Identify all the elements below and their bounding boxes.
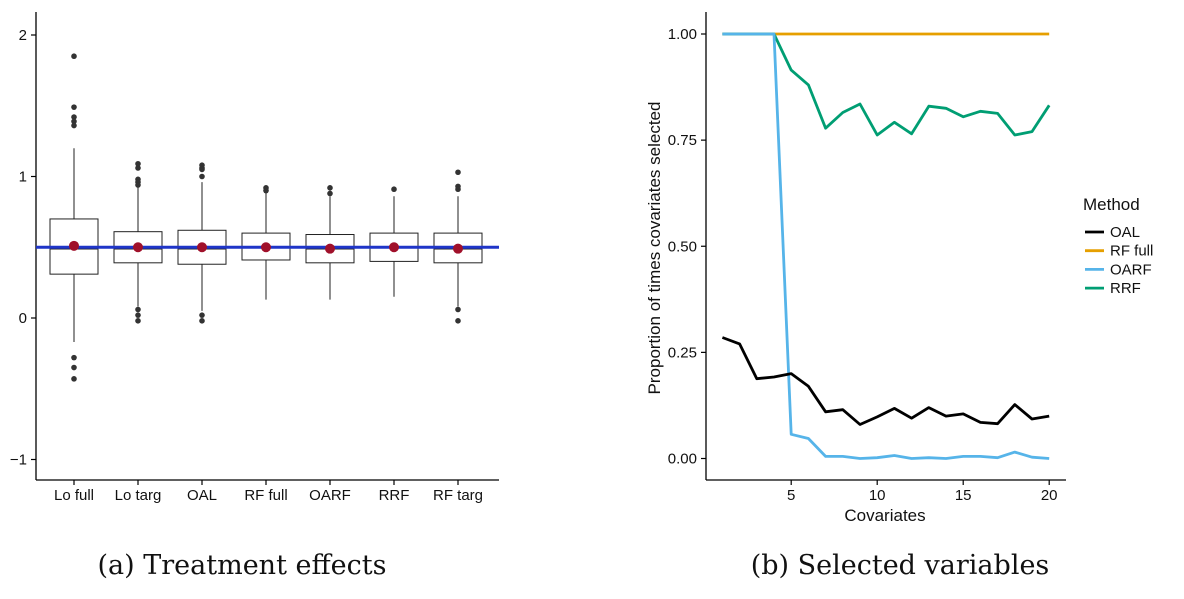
series-line-rrf bbox=[722, 32, 1051, 137]
outlier-point bbox=[135, 182, 141, 188]
outlier-point bbox=[455, 306, 461, 313]
outlier-point bbox=[263, 187, 269, 194]
x-tick-label-a: Lo targ bbox=[115, 487, 162, 504]
legend-title: Method bbox=[1083, 195, 1140, 214]
x-tick-label-a: RRF bbox=[379, 487, 410, 504]
outlier-point bbox=[391, 186, 397, 193]
outlier-point bbox=[199, 166, 205, 173]
y-tick-label-b: 0.50 bbox=[668, 238, 697, 255]
mean-marker bbox=[389, 242, 399, 253]
outlier-point bbox=[135, 160, 141, 167]
outlier-point bbox=[199, 312, 205, 318]
outlier-point bbox=[71, 104, 77, 110]
mean-marker bbox=[133, 242, 143, 253]
x-tick-label-a: Lo full bbox=[54, 487, 94, 504]
legend-label: OARF bbox=[1110, 261, 1152, 278]
outlier-point bbox=[135, 318, 141, 324]
y-tick-label-b: 1.00 bbox=[668, 26, 697, 43]
box-lo-full bbox=[49, 53, 99, 382]
outlier-point bbox=[71, 118, 77, 125]
y-tick-label-a: −1 bbox=[10, 452, 27, 469]
series-line-oarf bbox=[722, 32, 1050, 460]
series-line-oal bbox=[721, 336, 1050, 426]
outlier-point bbox=[455, 318, 461, 324]
outlier-point bbox=[71, 364, 77, 371]
mean-marker bbox=[325, 243, 335, 254]
outlier-point bbox=[455, 186, 461, 193]
x-tick-label-b: 10 bbox=[869, 487, 886, 504]
x-tick-label-a: OARF bbox=[309, 487, 351, 504]
x-tick-label-a: RF full bbox=[244, 487, 287, 504]
outlier-point bbox=[71, 354, 77, 361]
box-oarf bbox=[305, 185, 355, 300]
outlier-point bbox=[199, 173, 205, 180]
x-tick-label-b: 15 bbox=[955, 487, 972, 504]
y-tick-label-b: 0.00 bbox=[668, 451, 697, 468]
legend-label: OAL bbox=[1110, 224, 1140, 241]
x-tick-label-a: OAL bbox=[187, 487, 217, 504]
x-tick-label-b: 5 bbox=[787, 487, 795, 504]
y-tick-label-a: 1 bbox=[19, 169, 27, 186]
mean-marker bbox=[453, 243, 463, 254]
outlier-point bbox=[327, 185, 333, 191]
mean-marker bbox=[69, 240, 79, 251]
outlier-point bbox=[455, 169, 461, 176]
outlier-point bbox=[327, 190, 333, 197]
x-tick-label-a: RF targ bbox=[433, 487, 483, 504]
y-tick-label-a: 0 bbox=[19, 310, 27, 327]
caption-panel-b: (b) Selected variables bbox=[751, 550, 1050, 581]
outlier-point bbox=[71, 53, 77, 60]
outlier-point bbox=[199, 318, 205, 324]
outlier-point bbox=[135, 165, 141, 171]
y-axis-title: Proportion of times covariates selected bbox=[645, 102, 664, 395]
panel-a-treatment-effects: −1 0 1 2 Lo full Lo targ OAL RF full OARF RRF RF t… bbox=[10, 12, 499, 504]
outlier-point bbox=[71, 114, 77, 120]
legend-label: RRF bbox=[1110, 280, 1141, 297]
x-tick-label-b: 20 bbox=[1041, 487, 1058, 504]
y-tick-label-b: 0.75 bbox=[668, 132, 697, 149]
outlier-point bbox=[135, 306, 141, 313]
y-tick-label-b: 0.25 bbox=[668, 344, 697, 361]
outlier-point bbox=[71, 376, 77, 382]
outlier-point bbox=[71, 122, 77, 129]
mean-marker bbox=[197, 242, 207, 253]
x-axis-title: Covariates bbox=[844, 506, 925, 525]
caption-panel-a: (a) Treatment effects bbox=[98, 550, 387, 581]
y-tick-label-a: 2 bbox=[19, 27, 27, 44]
outlier-point bbox=[135, 312, 141, 318]
mean-marker bbox=[261, 242, 271, 253]
box-rrf bbox=[369, 186, 419, 297]
panel-b-selected-variables: 0.00 0.25 0.50 0.75 1.00 5 10 15 20 Covariates Pro… bbox=[645, 12, 1153, 525]
legend-label: RF full bbox=[1110, 243, 1153, 260]
